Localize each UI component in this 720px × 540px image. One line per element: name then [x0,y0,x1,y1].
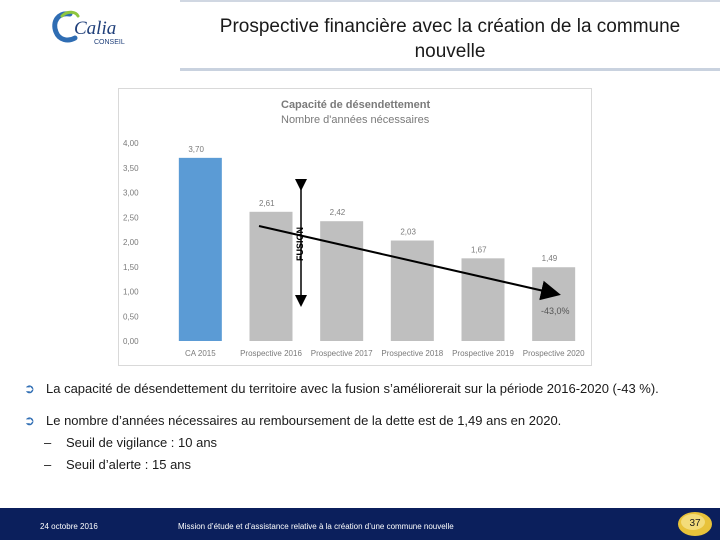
debt-capacity-chart: Capacité de désendettement Nombre d'anné… [123,99,585,358]
bar [178,157,222,341]
footer-text: Mission d’étude et d’assistance relative… [178,522,454,531]
fusion-label: FUSION [295,227,305,261]
chart-container: Capacité de désendettement Nombre d'anné… [118,88,592,366]
page-title: Prospective financière avec la création … [219,16,681,62]
chart-title: Capacité de désendettement [281,99,430,111]
chart-subtitle: Nombre d'années nécessaires [281,114,430,126]
bar [249,211,293,341]
bar-value-label: 1,67 [471,245,487,254]
trend-arrow [258,225,561,301]
x-tick-label: Prospective 2020 [523,349,585,358]
bar-value-label: 2,61 [259,199,275,208]
arrow-bullet-icon: ➲ [24,413,35,428]
x-tick-label: Prospective 2016 [240,349,302,358]
x-tick-label: CA 2015 [185,349,216,358]
sub-bullet-item: – Seuil d’alerte : 15 ans [24,454,704,476]
sub-bullet-item: – Seuil de vigilance : 10 ans [24,432,704,454]
bullet-item: ➲ Le nombre d’années nécessaires au remb… [24,412,704,430]
x-tick-label: Prospective 2019 [452,349,514,358]
header-top-line [180,0,720,2]
trend-label: -43,0% [541,306,570,316]
sub-bullet-text: Seuil de vigilance : 10 ans [66,435,218,450]
page-badge-icon [678,512,712,536]
y-tick-label: 3,50 [123,164,139,173]
bullet-text: La capacité de désendettement du territo… [46,381,659,396]
y-tick-label: 3,00 [123,189,139,198]
bar [320,221,364,341]
logo-wordmark: Calia [74,18,116,39]
bullet-item: ➲ La capacité de désendettement du terri… [24,380,704,398]
y-tick-label: 0,00 [123,337,139,346]
x-tick-label: Prospective 2017 [311,349,373,358]
x-tick-label: Prospective 2018 [381,349,443,358]
page-number: 37 [689,518,701,529]
y-tick-label: 1,00 [123,288,139,297]
arrow-bullet-icon: ➲ [24,381,35,396]
bar-value-label: 3,70 [188,145,204,154]
y-tick-label: 4,00 [123,139,139,148]
footer-bar: 24 octobre 2016 Mission d’étude et d’ass… [0,508,720,540]
commentary: ➲ La capacité de désendettement du terri… [24,380,704,476]
bar-value-label: 2,03 [400,228,416,237]
dash-bullet-icon: – [44,457,52,472]
footer-date: 24 octobre 2016 [40,522,98,531]
y-tick-label: 1,50 [123,263,139,272]
sub-bullet-text: Seuil d’alerte : 15 ans [66,457,192,472]
bar [532,267,576,341]
y-tick-label: 0,50 [123,312,139,321]
bar-value-label: 1,49 [542,254,558,263]
bar-value-label: 2,42 [330,208,346,217]
y-tick-label: 2,50 [123,213,139,222]
y-tick-label: 2,00 [123,238,139,247]
dash-bullet-icon: – [44,435,52,450]
bar [390,240,434,341]
bar [461,258,505,341]
bullet-text: Le nombre d’années nécessaires au rembou… [46,413,562,428]
logo-subtitle: CONSEIL [94,39,125,46]
header-bottom-line [180,68,720,71]
calia-logo: Calia CONSEIL [52,10,125,46]
